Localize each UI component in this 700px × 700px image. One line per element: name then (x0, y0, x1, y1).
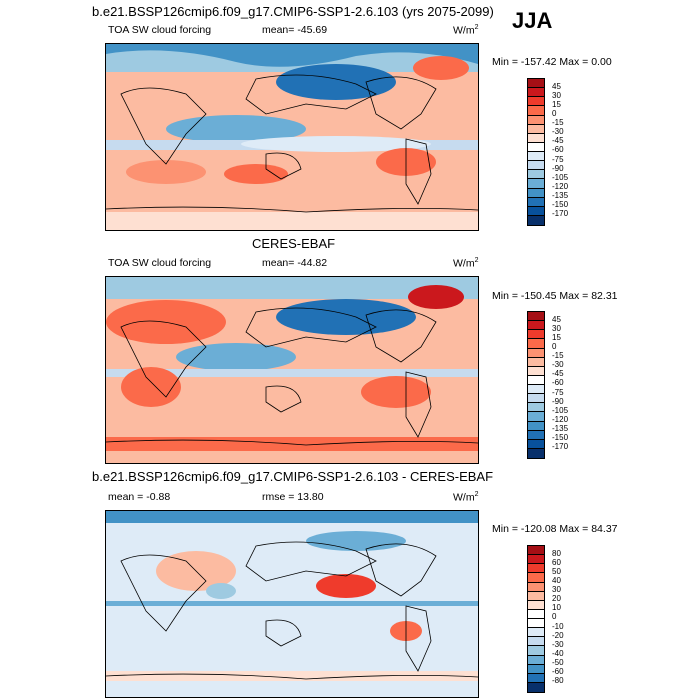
panel3-units: W/m2 (453, 491, 479, 504)
panel3-tick: -40 (552, 649, 564, 658)
panel2-tick: -120 (552, 415, 569, 424)
panel2-tick: -90 (552, 397, 564, 406)
panel3-map (105, 510, 479, 698)
panel2-colorbar (527, 311, 545, 459)
panel3-tick: -50 (552, 658, 564, 667)
panel3-tick: -30 (552, 640, 564, 649)
panel1-minmax: Min = -157.42 Max = 0.00 (492, 56, 612, 68)
panel1-tick: -45 (552, 136, 564, 145)
panel1-tick: -75 (552, 155, 564, 164)
panel1-tick: 30 (552, 91, 561, 100)
panel1-tick: -150 (552, 200, 569, 209)
panel1-tick: -120 (552, 182, 569, 191)
panel3-colorbar (527, 545, 545, 693)
panel2-tick: -135 (552, 424, 569, 433)
panel3-tick: -60 (552, 667, 564, 676)
panel1-title: b.e21.BSSP126cmip6.f09_g17.CMIP6-SSP1-2.… (92, 4, 494, 19)
panel3-mean: mean = -0.88 (108, 491, 171, 503)
panel3-tick: -20 (552, 631, 564, 640)
panel3-tick: 50 (552, 567, 561, 576)
panel2-tick: -75 (552, 388, 564, 397)
panel1-tick: -90 (552, 164, 564, 173)
panel3-tick: 40 (552, 576, 561, 585)
panel3-tick: 80 (552, 549, 561, 558)
panel3-tick: 10 (552, 603, 561, 612)
panel2-tick: -105 (552, 406, 569, 415)
panel2-tick: -30 (552, 360, 564, 369)
panel2-tick: 0 (552, 342, 557, 351)
panel1-tick: -30 (552, 127, 564, 136)
panel3-tick: -80 (552, 676, 564, 685)
panel2-tick: 30 (552, 324, 561, 333)
panel2-title: CERES-EBAF (252, 236, 336, 251)
panel2-variable: TOA SW cloud forcing (108, 257, 212, 269)
panel1-units: W/m2 (453, 24, 479, 37)
panel2-tick: -15 (552, 351, 564, 360)
panel3-tick: 30 (552, 585, 561, 594)
panel2-tick: -45 (552, 369, 564, 378)
panel1-tick: 45 (552, 82, 561, 91)
panel1-tick: -15 (552, 118, 564, 127)
panel1-tick: 0 (552, 109, 557, 118)
panel1-tick: 15 (552, 100, 561, 109)
panel2-tick: 15 (552, 333, 561, 342)
panel1-tick: -105 (552, 173, 569, 182)
panel3-minmax: Min = -120.08 Max = 84.37 (492, 523, 618, 535)
panel1-tick: -135 (552, 191, 569, 200)
panel2-tick: -60 (552, 378, 564, 387)
panel2-minmax: Min = -150.45 Max = 82.31 (492, 290, 618, 302)
panel1-tick: -60 (552, 145, 564, 154)
panel1-variable: TOA SW cloud forcing (108, 24, 212, 36)
panel2-mean: mean= -44.82 (262, 257, 328, 269)
panel3-title: b.e21.BSSP126cmip6.f09_g17.CMIP6-SSP1-2.… (92, 469, 494, 484)
panel3-rmse: rmse = 13.80 (262, 491, 324, 503)
panel1-map (105, 43, 479, 231)
panel1-tick: -170 (552, 209, 569, 218)
panel3-tick: 20 (552, 594, 561, 603)
panel3-tick: 0 (552, 612, 557, 621)
panel2-tick: -150 (552, 433, 569, 442)
panel2-units: W/m2 (453, 257, 479, 270)
panel2-tick: 45 (552, 315, 561, 324)
panel3-tick: 60 (552, 558, 561, 567)
season-label: JJA (512, 8, 553, 33)
panel1-colorbar (527, 78, 545, 226)
panel1-mean: mean= -45.69 (262, 24, 328, 36)
panel3-tick: -10 (552, 622, 564, 631)
panel2-map (105, 276, 479, 464)
panel2-tick: -170 (552, 442, 569, 451)
